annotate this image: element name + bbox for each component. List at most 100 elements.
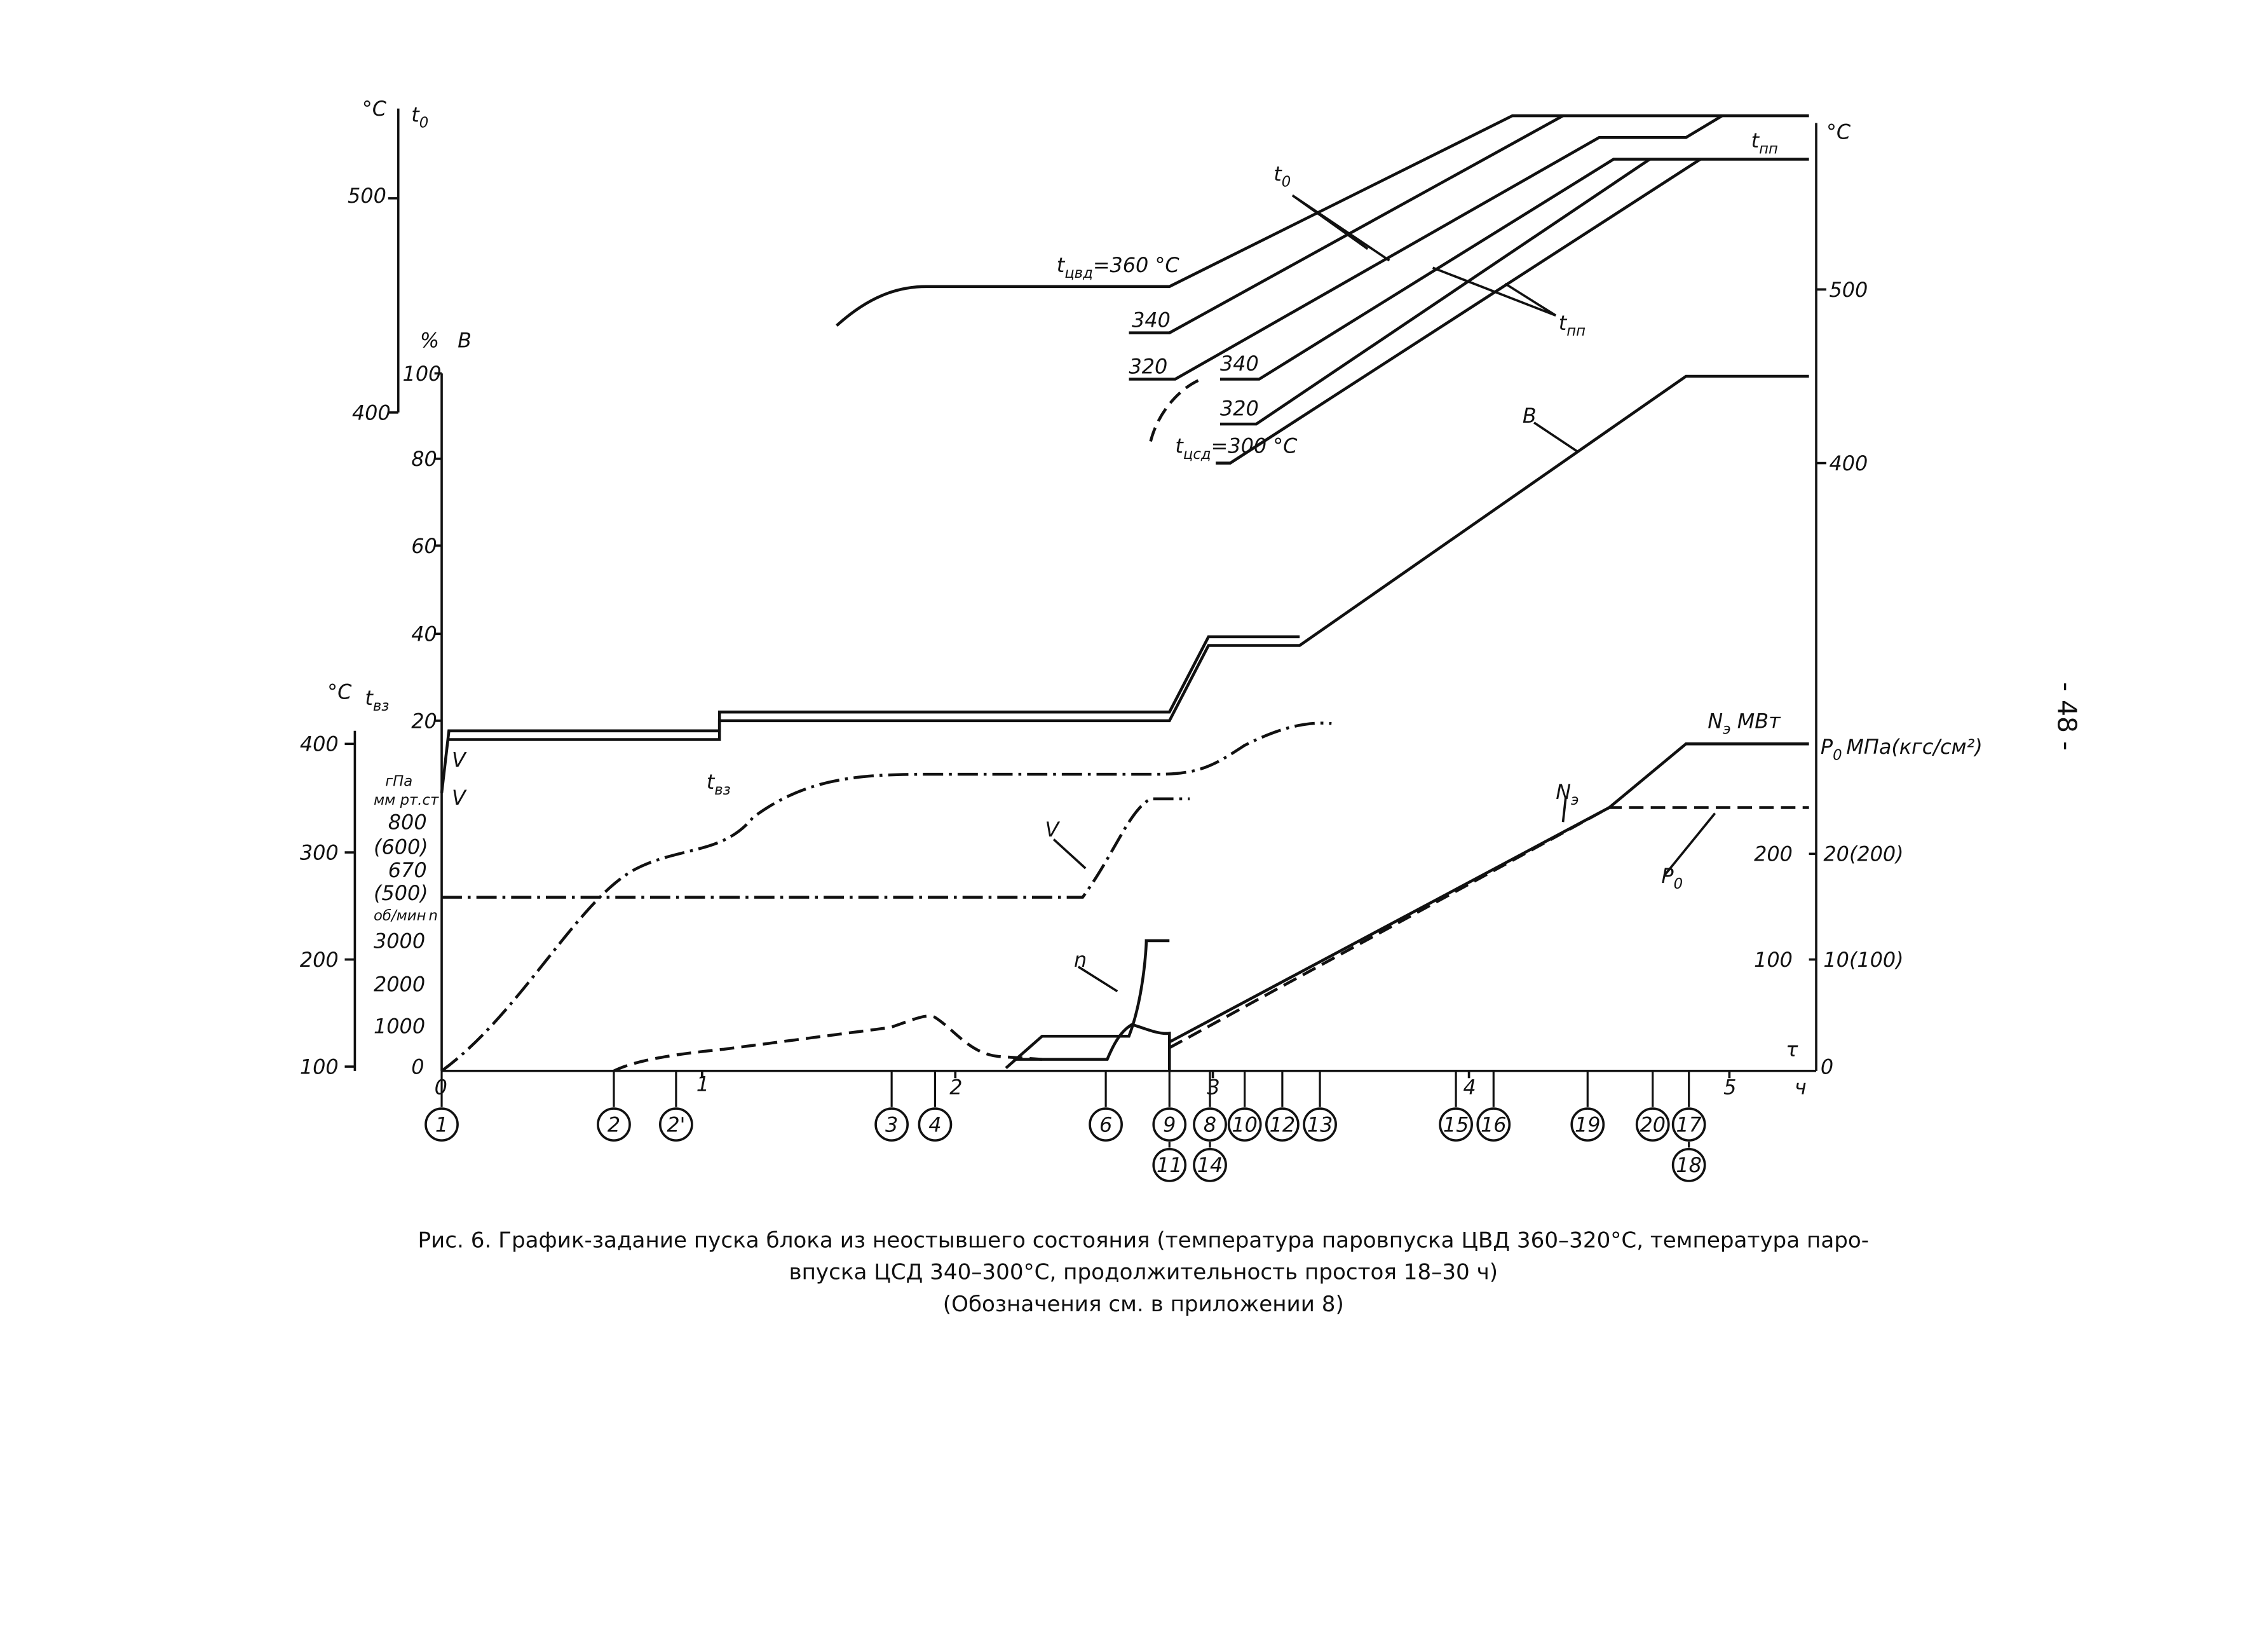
- tvz-axis: [344, 730, 356, 1071]
- curve-label: Nэ: [1556, 780, 1579, 809]
- curve-label: 340: [1132, 308, 1171, 332]
- curve-label: 340: [1220, 351, 1259, 376]
- event-label: 4: [928, 1112, 941, 1136]
- tick-label: 400: [1830, 451, 1868, 475]
- curves: [440, 114, 1809, 1072]
- curve-label: tцвд=360 °C: [1057, 253, 1180, 282]
- event-circle: [1265, 1107, 1300, 1142]
- tick-label: 100: [403, 362, 442, 386]
- b-lower: [449, 374, 1809, 741]
- label: n: [429, 908, 438, 924]
- curve-label: tвз: [707, 770, 731, 798]
- event-circle: [1152, 1107, 1187, 1142]
- event-label: 20: [1640, 1112, 1666, 1136]
- event-circle: [918, 1107, 953, 1142]
- event-label: 6: [1099, 1112, 1112, 1136]
- tick-label: 3000: [374, 929, 425, 953]
- curve-label: V: [452, 748, 467, 772]
- n-dashed: [613, 1014, 1043, 1072]
- t0-320: [1129, 114, 1723, 381]
- tpp-340: [1219, 158, 1809, 381]
- tick-label: 400: [352, 400, 391, 425]
- tick-label: (500): [374, 881, 428, 905]
- tick-label: 500: [348, 184, 386, 208]
- tick-label: 800: [388, 810, 427, 835]
- label: мм рт.ст: [374, 792, 439, 809]
- label: tвз: [365, 686, 389, 714]
- label: P0 МПа(кгс/см²): [1821, 735, 1983, 763]
- tick-label: 1: [696, 1072, 709, 1096]
- event-circle: [1193, 1107, 1227, 1142]
- b-upper: [440, 635, 1300, 793]
- event-label: 10: [1232, 1112, 1258, 1136]
- tick-label: 100: [1754, 948, 1793, 972]
- b-axis: [434, 372, 443, 1071]
- event-label: 8: [1204, 1112, 1216, 1136]
- v-curve: [442, 797, 1190, 899]
- tick-label: 0: [411, 1054, 424, 1079]
- event-label: 14: [1197, 1153, 1223, 1177]
- event-label: 11: [1157, 1153, 1183, 1177]
- event-label: 17: [1676, 1112, 1702, 1136]
- event-label: 2: [608, 1112, 620, 1136]
- event-circle: [1152, 1147, 1187, 1182]
- label: гПа: [385, 773, 412, 789]
- event-label: 2': [667, 1112, 685, 1136]
- curve-label: Nэ МВт: [1708, 709, 1781, 737]
- curve-label: tцсд=300 °C: [1175, 434, 1298, 463]
- label: B: [458, 328, 472, 352]
- tpp-300: [1216, 158, 1702, 465]
- event-label: 15: [1443, 1112, 1469, 1136]
- tick-label: 0: [1821, 1054, 1833, 1079]
- label: %: [420, 328, 439, 352]
- axes: [344, 108, 1826, 1079]
- tick-label: 20: [411, 709, 437, 733]
- label: τ: [1786, 1037, 1798, 1061]
- tick-label: 20(200): [1823, 842, 1903, 866]
- page-number: - 48 -: [2051, 682, 2082, 751]
- tick-label: 10(100): [1823, 948, 1903, 972]
- event-circle: [1193, 1147, 1227, 1182]
- labels: °C t0 500 400 % B 100 80 60 40 20 °C tвз…: [300, 97, 1983, 1099]
- event-circle: [659, 1107, 693, 1142]
- n-curve: [1005, 939, 1170, 1070]
- event-circle: [1476, 1107, 1511, 1142]
- label: °C: [327, 680, 352, 704]
- t0-axis: [388, 108, 400, 414]
- p0-curve: [1169, 806, 1809, 1049]
- tick-label: 200: [300, 948, 339, 972]
- tick-label: 2: [949, 1075, 962, 1099]
- n-curve-2: [1013, 1023, 1171, 1071]
- event-circle: [424, 1107, 459, 1142]
- t0-340: [1129, 114, 1564, 334]
- label: °C: [362, 97, 387, 121]
- tick-label: 40: [411, 622, 437, 646]
- tick-label: 80: [411, 447, 437, 471]
- tick-label: 4: [1463, 1075, 1476, 1099]
- tick-label: 500: [1830, 278, 1868, 302]
- curve-label: tпп: [1751, 128, 1778, 157]
- event-circle: [1089, 1107, 1123, 1142]
- tick-label: 670: [388, 858, 427, 882]
- caption: впуска ЦСД 340–300°С, продолжительность …: [789, 1260, 1498, 1285]
- label: об/мин: [374, 908, 426, 924]
- label: °C: [1826, 120, 1851, 144]
- event-label: 12: [1270, 1112, 1296, 1136]
- time-axis: [442, 1070, 1817, 1079]
- event-label: 19: [1575, 1112, 1601, 1136]
- right-axis: [1809, 123, 1826, 1071]
- label: ч: [1795, 1075, 1807, 1099]
- curve-label: 320: [1220, 396, 1259, 420]
- tick-label: 60: [411, 534, 437, 558]
- caption: Рис. 6. График-задание пуска блока из не…: [418, 1228, 1869, 1253]
- curve-label: t0: [1273, 162, 1291, 191]
- tick-label: 400: [300, 732, 339, 756]
- curve-label: B: [1523, 404, 1537, 428]
- tick-label: 200: [1754, 842, 1793, 866]
- event-circle: [1671, 1147, 1706, 1182]
- event-label: 9: [1163, 1112, 1176, 1136]
- curve-label: V: [1045, 817, 1060, 842]
- curve-label: n: [1074, 948, 1087, 972]
- curve-label: tпп: [1559, 311, 1586, 339]
